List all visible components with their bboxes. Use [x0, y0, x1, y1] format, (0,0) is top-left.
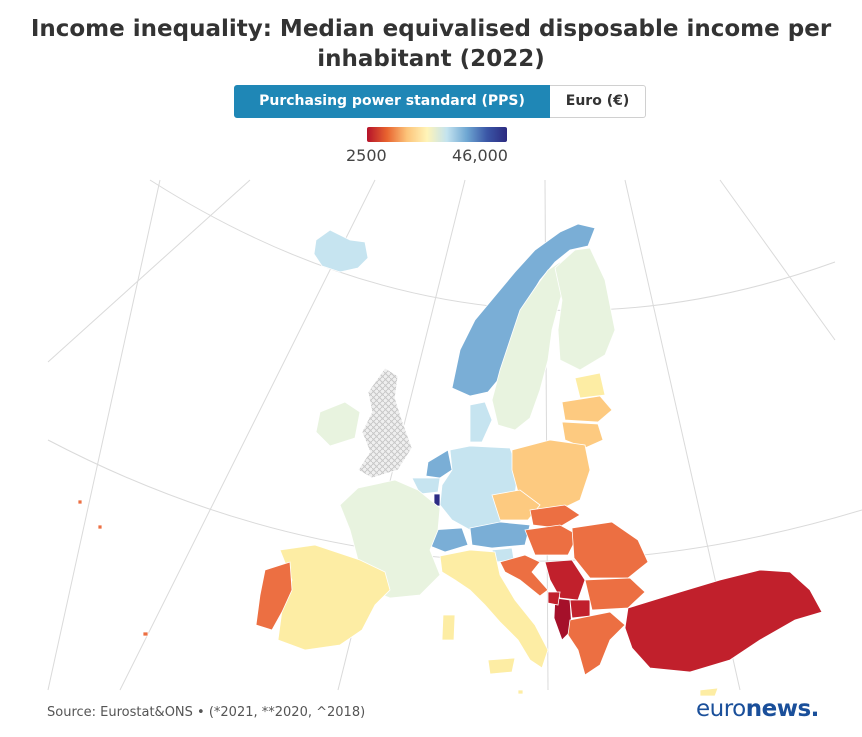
euro-button[interactable]: Euro (€) — [550, 85, 646, 118]
country-bulgaria[interactable] — [584, 577, 646, 611]
country-denmark[interactable] — [469, 401, 493, 443]
country-hungary[interactable] — [524, 524, 579, 556]
country-greece[interactable] — [567, 611, 626, 676]
title-line-2: inhabitant (2022) — [317, 46, 545, 72]
country-madeira[interactable] — [97, 524, 103, 530]
legend-min-label: 2500 — [346, 146, 387, 165]
country-lithuania[interactable] — [561, 421, 604, 449]
country-malta[interactable] — [517, 689, 524, 695]
logo-part1: euro — [696, 696, 746, 722]
source-note: Source: Eurostat&ONS • (*2021, **2020, ^… — [47, 705, 366, 720]
country-luxembourg[interactable] — [433, 493, 441, 507]
country-iceland[interactable] — [313, 229, 369, 273]
graticule-line — [149, 179, 836, 311]
country-italy[interactable] — [439, 549, 549, 669]
chart-title: Income inequality: Median equivalised di… — [0, 14, 862, 74]
country-italy-sicily[interactable] — [487, 657, 516, 675]
country-cyprus[interactable] — [699, 687, 719, 697]
euronews-logo: euronews. — [696, 696, 819, 722]
country-croatia[interactable] — [499, 554, 549, 597]
pps-button[interactable]: Purchasing power standard (PPS) — [234, 85, 550, 118]
country-italy-sardinia[interactable] — [441, 614, 456, 641]
logo-part2: news — [745, 696, 811, 722]
country-montenegro[interactable] — [547, 591, 561, 606]
country-north-macedonia[interactable] — [569, 599, 591, 619]
country-austria[interactable] — [469, 521, 531, 549]
country-uk[interactable] — [357, 367, 413, 479]
country-albania[interactable] — [553, 597, 573, 641]
country-ireland[interactable] — [315, 401, 361, 447]
country-slovakia[interactable] — [529, 504, 581, 529]
title-line-1: Income inequality: Median equivalised di… — [30, 16, 832, 42]
country-estonia[interactable] — [574, 372, 606, 399]
country-portugal[interactable] — [255, 561, 293, 631]
graticule-line — [47, 179, 251, 363]
country-canary-islands[interactable] — [142, 631, 149, 637]
country-azores[interactable] — [77, 499, 83, 505]
country-poland[interactable] — [511, 439, 591, 513]
graticule-line — [719, 179, 836, 341]
legend-max-label: 46,000 — [452, 146, 508, 165]
unit-toggle: Purchasing power standard (PPS) Euro (€) — [234, 85, 646, 118]
logo-dot: . — [810, 696, 820, 722]
country-romania[interactable] — [571, 521, 649, 579]
graticule-line — [47, 179, 161, 691]
countries — [77, 223, 823, 697]
country-latvia[interactable] — [561, 395, 613, 423]
country-netherlands[interactable] — [425, 449, 453, 479]
color-scale-bar — [367, 127, 507, 142]
country-finland[interactable] — [554, 247, 616, 371]
country-turkey[interactable] — [624, 569, 823, 673]
country-belgium[interactable] — [411, 477, 441, 495]
